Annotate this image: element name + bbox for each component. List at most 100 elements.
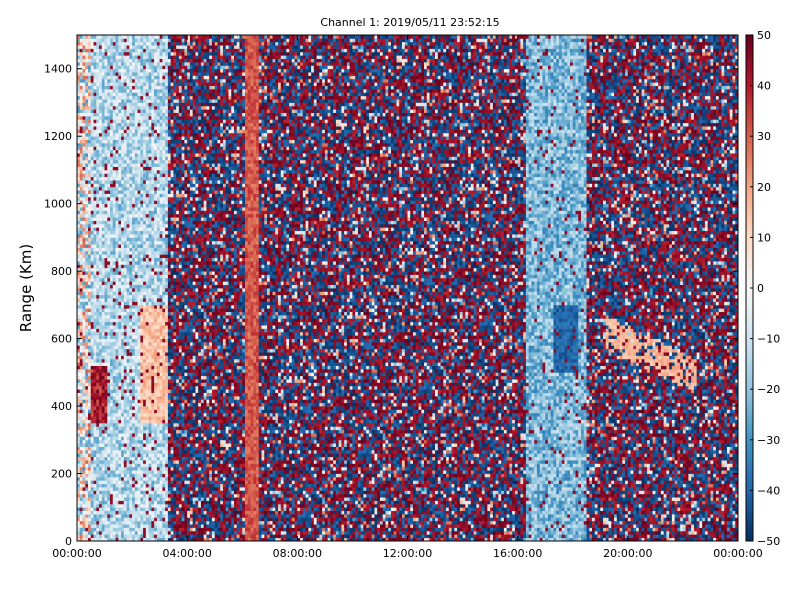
heatmap-cell (149, 285, 152, 289)
heatmap-cell (96, 335, 99, 339)
heatmap-cell (138, 322, 141, 326)
heatmap-cell (83, 524, 86, 528)
heatmap-cell (96, 126, 99, 130)
heatmap-cell (116, 52, 119, 56)
heatmap-cell (85, 271, 88, 275)
heatmap-cell (121, 126, 124, 130)
heatmap-cell (105, 342, 108, 346)
heatmap-cell (105, 207, 108, 211)
heatmap-cell (124, 463, 127, 467)
heatmap-cell (124, 136, 127, 140)
heatmap-cell (118, 450, 121, 454)
heatmap-cell (83, 234, 86, 238)
heatmap-cell (94, 369, 97, 373)
heatmap-cell (151, 75, 154, 79)
heatmap-cell (113, 200, 116, 204)
heatmap-cell (135, 45, 138, 49)
heatmap-cell (162, 92, 165, 96)
heatmap-cell (165, 295, 168, 299)
heatmap-cell (116, 140, 119, 144)
heatmap-cell (160, 129, 163, 133)
heatmap-cell (165, 521, 168, 525)
heatmap-cell (96, 352, 99, 356)
heatmap-cell (113, 345, 116, 349)
heatmap-cell (143, 389, 146, 393)
heatmap-cell (127, 281, 130, 285)
heatmap-cell (129, 372, 132, 376)
heatmap-cell (146, 126, 149, 130)
heatmap-cell (154, 89, 157, 93)
heatmap-cell (94, 349, 97, 353)
heatmap-cell (121, 308, 124, 312)
heatmap-cell (116, 416, 119, 420)
heatmap-cell (110, 126, 113, 130)
heatmap-cell (138, 52, 141, 56)
heatmap-cell (124, 69, 127, 73)
heatmap-cell (118, 52, 121, 56)
heatmap-cell (121, 490, 124, 494)
heatmap-cell (116, 38, 119, 42)
heatmap-cell (116, 534, 119, 538)
heatmap-cell (85, 301, 88, 305)
heatmap-cell (154, 315, 157, 319)
heatmap-cell (80, 227, 83, 231)
heatmap-cell (113, 264, 116, 268)
heatmap-cell (116, 322, 119, 326)
heatmap-cell (149, 156, 152, 160)
heatmap-cell (160, 96, 163, 100)
heatmap-cell (149, 99, 152, 103)
heatmap-cell (143, 99, 146, 103)
heatmap-cell (107, 305, 110, 309)
heatmap-cell (138, 369, 141, 373)
heatmap-cell (129, 467, 132, 471)
heatmap-cell (105, 143, 108, 147)
heatmap-cell (121, 366, 124, 370)
heatmap-cell (83, 301, 86, 305)
heatmap-cell (85, 366, 88, 370)
heatmap-cell (146, 62, 149, 66)
heatmap-cell (135, 153, 138, 157)
heatmap-cell (116, 119, 119, 123)
heatmap-cell (121, 133, 124, 137)
heatmap-cell (157, 119, 160, 123)
heatmap-cell (157, 224, 160, 228)
heatmap-cell (143, 177, 146, 181)
heatmap-cell (116, 261, 119, 265)
heatmap-cell (151, 143, 154, 147)
heatmap-cell (146, 35, 149, 39)
heatmap-cell (132, 386, 135, 390)
heatmap-cell (113, 126, 116, 130)
heatmap-cell (149, 477, 152, 481)
heatmap-cell (96, 38, 99, 42)
heatmap-cell (107, 413, 110, 417)
heatmap-cell (91, 119, 94, 123)
heatmap-cell (140, 517, 143, 521)
heatmap-cell (110, 531, 113, 535)
heatmap-cell (85, 160, 88, 164)
heatmap-cell (143, 345, 146, 349)
heatmap-cell (83, 200, 86, 204)
heatmap-cell (94, 156, 97, 160)
heatmap-cell (107, 217, 110, 221)
heatmap-cell (91, 318, 94, 322)
heatmap-cell (154, 359, 157, 363)
heatmap-cell (88, 517, 91, 521)
heatmap-cell (146, 278, 149, 282)
heatmap-cell (140, 126, 143, 130)
heatmap-cell (105, 210, 108, 214)
heatmap-cell (110, 362, 113, 366)
heatmap-cell (146, 268, 149, 272)
heatmap-cell (94, 79, 97, 83)
heatmap-cell (102, 72, 105, 76)
heatmap-cell (88, 261, 91, 265)
heatmap-cell (107, 109, 110, 113)
heatmap-cell (110, 72, 113, 76)
heatmap-cell (129, 514, 132, 518)
heatmap-cell (127, 75, 130, 79)
heatmap-cell (154, 136, 157, 140)
heatmap-cell (94, 413, 97, 417)
heatmap-cell (154, 305, 157, 309)
heatmap-cell (116, 170, 119, 174)
heatmap-cell (154, 153, 157, 157)
heatmap-cell (138, 133, 141, 137)
